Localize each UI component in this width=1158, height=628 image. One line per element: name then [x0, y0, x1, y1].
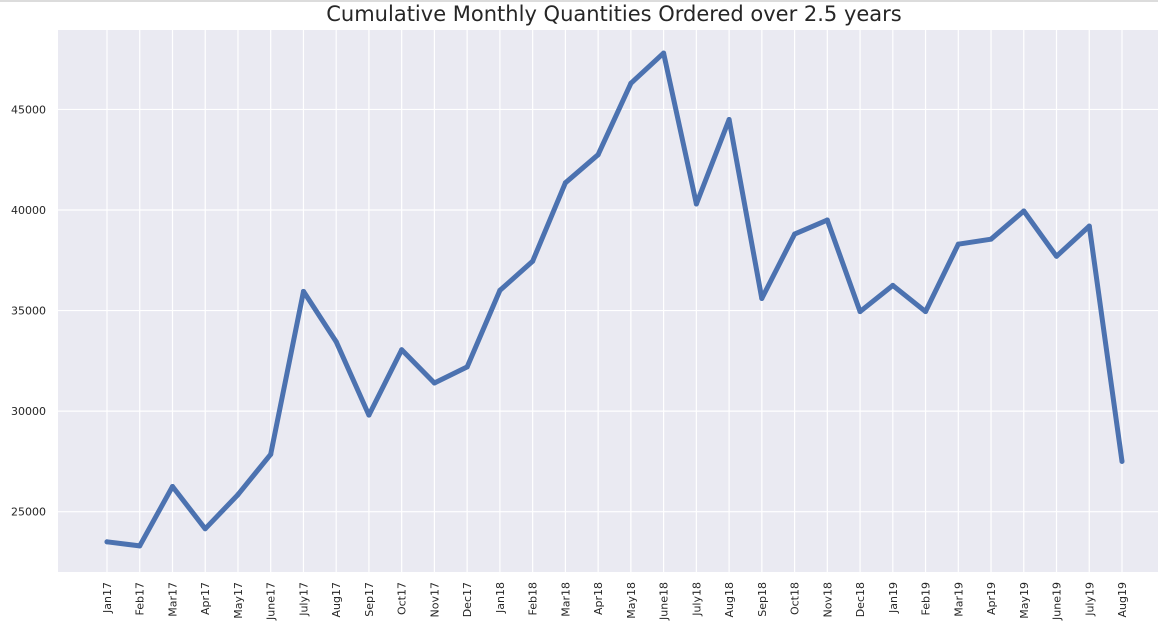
- x-tick-label: Jan19: [887, 582, 900, 614]
- data-point: [1119, 458, 1125, 464]
- data-point: [792, 231, 798, 237]
- x-tick-label: Apr18: [592, 582, 605, 615]
- x-tick-label: Oct17: [396, 582, 409, 615]
- y-axis: 25000 30000 35000 40000 45000: [11, 103, 46, 518]
- data-point: [759, 295, 765, 301]
- data-point: [300, 288, 306, 294]
- data-point: [1021, 208, 1027, 214]
- chart-title: Cumulative Monthly Quantities Ordered ov…: [326, 2, 902, 26]
- x-tick-label: Nov18: [821, 582, 834, 617]
- x-axis: Jan17 Feb17 Mar17 Apr17 May17 June17 July17 Aug…: [101, 582, 1129, 621]
- x-tick-label: Nov17: [428, 582, 441, 617]
- data-point: [890, 282, 896, 288]
- data-point: [137, 543, 143, 549]
- y-tick-label: 40000: [11, 204, 46, 217]
- data-point: [824, 217, 830, 223]
- data-point: [464, 364, 470, 370]
- data-point: [562, 180, 568, 186]
- x-tick-label: Aug19: [1116, 582, 1129, 617]
- x-tick-label: June17: [265, 582, 278, 621]
- x-tick-label: Sep17: [363, 582, 376, 617]
- data-point: [595, 152, 601, 158]
- x-tick-label: Feb18: [527, 582, 540, 615]
- x-tick-label: May19: [1018, 582, 1031, 619]
- data-point: [628, 80, 634, 86]
- x-tick-label: July19: [1083, 582, 1096, 617]
- x-tick-label: July18: [690, 582, 703, 617]
- data-point: [988, 236, 994, 242]
- data-point: [693, 201, 699, 207]
- data-point: [530, 258, 536, 264]
- data-point: [235, 492, 241, 498]
- x-tick-label: Jan18: [494, 582, 507, 614]
- x-tick-label: Aug17: [330, 582, 343, 617]
- data-point: [202, 526, 208, 532]
- data-point: [333, 339, 339, 345]
- y-tick-label: 35000: [11, 305, 46, 318]
- data-point: [955, 241, 961, 247]
- data-point: [726, 116, 732, 122]
- x-tick-label: May17: [232, 582, 245, 619]
- top-border: [0, 0, 1158, 2]
- data-point: [1086, 223, 1092, 229]
- data-point: [104, 539, 110, 545]
- data-point: [923, 309, 929, 315]
- x-tick-label: May18: [625, 582, 638, 619]
- x-tick-label: Dec17: [461, 582, 474, 617]
- x-tick-label: Jan17: [101, 582, 114, 614]
- x-tick-label: Apr19: [985, 582, 998, 615]
- data-point: [431, 380, 437, 386]
- x-tick-label: Feb17: [134, 582, 147, 615]
- x-tick-label: June18: [658, 582, 671, 621]
- x-tick-label: June19: [1051, 582, 1064, 621]
- y-tick-label: 25000: [11, 506, 46, 519]
- x-tick-label: Oct18: [789, 582, 802, 615]
- data-point: [169, 484, 175, 490]
- x-tick-label: July17: [297, 582, 310, 617]
- series-layer: [104, 50, 1125, 549]
- grid-lines: [58, 30, 1158, 572]
- x-tick-label: Apr17: [199, 582, 212, 615]
- x-tick-label: Feb19: [920, 582, 933, 615]
- x-tick-label: Mar19: [952, 582, 965, 617]
- series-line: [104, 50, 1125, 549]
- y-tick-label: 30000: [11, 405, 46, 418]
- x-tick-label: Sep18: [756, 582, 769, 617]
- data-point: [661, 50, 667, 56]
- data-point: [366, 412, 372, 418]
- data-point: [399, 347, 405, 353]
- x-tick-label: Aug18: [723, 582, 736, 617]
- data-point: [497, 287, 503, 293]
- data-point: [857, 309, 863, 315]
- x-tick-label: Dec18: [854, 582, 867, 617]
- data-point: [1054, 253, 1060, 259]
- plot-area: [58, 30, 1158, 572]
- x-tick-label: Mar17: [166, 582, 179, 617]
- y-tick-label: 45000: [11, 103, 46, 116]
- data-point: [268, 451, 274, 457]
- x-tick-label: Mar18: [559, 582, 572, 617]
